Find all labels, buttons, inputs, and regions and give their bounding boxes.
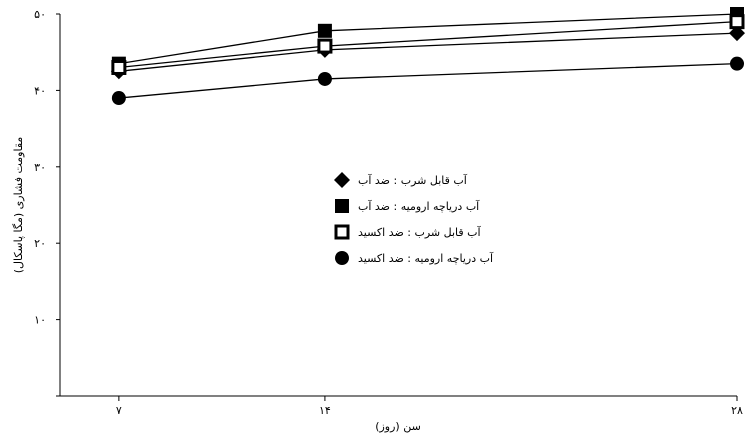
x-axis-title: سن (روز) bbox=[375, 420, 421, 433]
legend-label: آب دریاچه ارومیه : ضد اکسید bbox=[358, 251, 494, 265]
data-point-s3 bbox=[111, 59, 127, 75]
y-tick-label: ۲۰ bbox=[34, 237, 46, 250]
axes: ۱۰ ۲۰ ۳۰ ۴۰ ۵۰ ۷ ۱۴ ۲۸ bbox=[34, 8, 743, 417]
legend-marker bbox=[335, 251, 349, 265]
series-line-2 bbox=[118, 13, 738, 65]
legend-label: آب قابل شرب : ضد اکسید bbox=[358, 225, 482, 239]
legend-label: آب قابل شرب : ضد آب bbox=[358, 173, 468, 187]
y-tick-label: ۴۰ bbox=[34, 84, 46, 97]
legend-marker bbox=[334, 172, 350, 188]
y-tick-label: ۳۰ bbox=[34, 161, 46, 174]
data-point-s4 bbox=[111, 91, 126, 106]
data-point-s3 bbox=[729, 14, 745, 30]
y-axis-title: مقاومت فشاری (مگا پاسکال) bbox=[12, 137, 25, 274]
series-line-4 bbox=[118, 63, 738, 99]
legend-marker bbox=[334, 224, 350, 240]
series-line-3 bbox=[118, 20, 738, 69]
y-tick-label: ۵۰ bbox=[34, 8, 46, 21]
legend-marker bbox=[335, 199, 349, 213]
series-line-1 bbox=[118, 32, 738, 72]
data-point-s3 bbox=[317, 38, 333, 54]
data-point-s4 bbox=[730, 56, 744, 71]
y-tick-label: ۱۰ bbox=[34, 314, 46, 327]
series-lines bbox=[118, 13, 738, 99]
x-tick-label: ۷ bbox=[116, 404, 122, 417]
legend-label: آب دریاچه ارومیه : ضد آب bbox=[358, 199, 480, 213]
series-markers bbox=[110, 7, 745, 106]
data-point-s4 bbox=[317, 71, 332, 86]
legend: آب قابل شرب : ضد آب آب دریاچه ارومیه : ضد… bbox=[334, 172, 494, 265]
data-point-s2 bbox=[317, 23, 332, 38]
x-tick-label: ۲۸ bbox=[731, 404, 743, 417]
x-tick-label: ۱۴ bbox=[319, 404, 331, 417]
